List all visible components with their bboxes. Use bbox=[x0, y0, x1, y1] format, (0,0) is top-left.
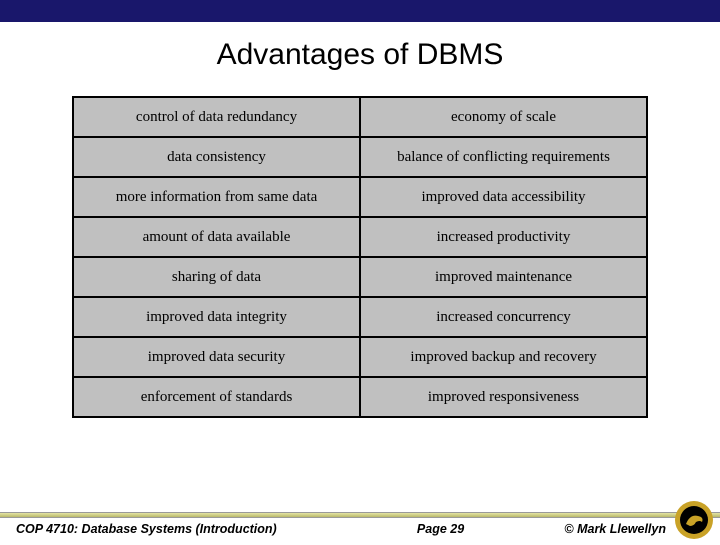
table-container: control of data redundancy economy of sc… bbox=[0, 96, 720, 418]
table-cell: improved responsiveness bbox=[360, 377, 647, 417]
table-row: improved data security improved backup a… bbox=[73, 337, 647, 377]
table-row: improved data integrity increased concur… bbox=[73, 297, 647, 337]
advantages-table: control of data redundancy economy of sc… bbox=[72, 96, 648, 418]
table-cell: sharing of data bbox=[73, 257, 360, 297]
table-cell: control of data redundancy bbox=[73, 97, 360, 137]
table-cell: improved data accessibility bbox=[360, 177, 647, 217]
table-row: amount of data available increased produ… bbox=[73, 217, 647, 257]
table-row: control of data redundancy economy of sc… bbox=[73, 97, 647, 137]
table-cell: economy of scale bbox=[360, 97, 647, 137]
slide-footer: COP 4710: Database Systems (Introduction… bbox=[0, 518, 720, 540]
top-accent-bar bbox=[0, 0, 720, 22]
table-cell: improved data integrity bbox=[73, 297, 360, 337]
table-cell: more information from same data bbox=[73, 177, 360, 217]
table-cell: data consistency bbox=[73, 137, 360, 177]
pegasus-logo-icon bbox=[674, 500, 714, 540]
table-cell: enforcement of standards bbox=[73, 377, 360, 417]
table-cell: increased concurrency bbox=[360, 297, 647, 337]
table-cell: improved backup and recovery bbox=[360, 337, 647, 377]
table-cell: balance of conflicting requirements bbox=[360, 137, 647, 177]
table-row: data consistency balance of conflicting … bbox=[73, 137, 647, 177]
footer-course: COP 4710: Database Systems (Introduction… bbox=[0, 522, 277, 536]
slide-title: Advantages of DBMS bbox=[0, 38, 720, 72]
table-cell: improved data security bbox=[73, 337, 360, 377]
footer-page: Page 29 bbox=[277, 522, 565, 536]
table-row: more information from same data improved… bbox=[73, 177, 647, 217]
table-cell: amount of data available bbox=[73, 217, 360, 257]
table-cell: increased productivity bbox=[360, 217, 647, 257]
table-row: sharing of data improved maintenance bbox=[73, 257, 647, 297]
table-cell: improved maintenance bbox=[360, 257, 647, 297]
table-row: enforcement of standards improved respon… bbox=[73, 377, 647, 417]
